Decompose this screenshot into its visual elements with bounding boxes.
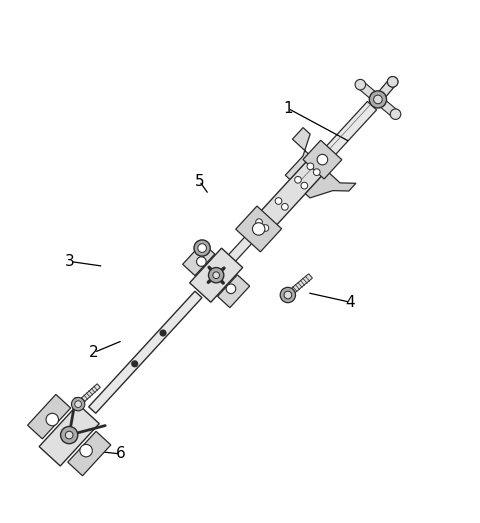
Circle shape [198, 244, 206, 253]
Polygon shape [27, 394, 71, 439]
Polygon shape [183, 243, 215, 276]
Polygon shape [285, 128, 311, 179]
Circle shape [369, 91, 386, 108]
Circle shape [317, 154, 328, 165]
Circle shape [65, 431, 73, 439]
Polygon shape [375, 96, 398, 118]
Polygon shape [358, 82, 381, 103]
Circle shape [132, 361, 138, 367]
Circle shape [280, 287, 296, 303]
Circle shape [387, 76, 398, 87]
Circle shape [390, 109, 401, 119]
Text: 4: 4 [345, 294, 355, 310]
Circle shape [60, 426, 78, 444]
Circle shape [307, 163, 314, 169]
Circle shape [226, 284, 236, 293]
Polygon shape [68, 431, 111, 476]
Text: 3: 3 [65, 254, 75, 269]
Text: 2: 2 [89, 345, 99, 360]
Text: 6: 6 [116, 447, 125, 461]
Circle shape [197, 257, 206, 266]
Polygon shape [305, 170, 356, 198]
Circle shape [208, 268, 224, 283]
Circle shape [295, 176, 301, 183]
Polygon shape [236, 206, 282, 252]
Circle shape [213, 272, 219, 279]
Circle shape [275, 198, 282, 204]
Text: 5: 5 [194, 174, 204, 189]
Circle shape [160, 330, 166, 336]
Circle shape [281, 203, 288, 210]
Circle shape [284, 291, 292, 299]
Circle shape [262, 225, 269, 231]
Circle shape [252, 223, 265, 235]
Polygon shape [190, 248, 243, 302]
Polygon shape [303, 140, 342, 179]
Polygon shape [297, 101, 377, 187]
Circle shape [75, 401, 82, 407]
Polygon shape [39, 404, 99, 466]
Text: 1: 1 [283, 101, 293, 116]
Polygon shape [76, 384, 100, 406]
Circle shape [80, 445, 92, 457]
Circle shape [301, 183, 308, 189]
Polygon shape [244, 145, 337, 244]
Circle shape [46, 413, 59, 426]
Polygon shape [217, 275, 250, 308]
Polygon shape [286, 274, 312, 297]
Circle shape [355, 79, 366, 90]
Circle shape [387, 76, 398, 87]
Polygon shape [220, 233, 255, 271]
Polygon shape [374, 79, 396, 102]
Circle shape [72, 397, 85, 411]
Circle shape [256, 219, 263, 225]
Polygon shape [374, 79, 396, 102]
Circle shape [313, 169, 320, 176]
Polygon shape [89, 291, 202, 413]
Circle shape [373, 95, 382, 104]
Circle shape [194, 240, 210, 256]
